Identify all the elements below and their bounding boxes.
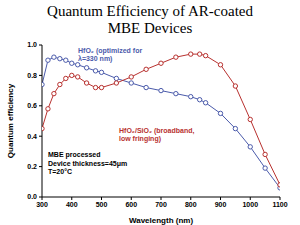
svg-text:0.0: 0.0 — [27, 193, 37, 200]
svg-text:1.0: 1.0 — [27, 41, 37, 48]
svg-text:500: 500 — [96, 201, 108, 208]
svg-text:1000: 1000 — [242, 201, 258, 208]
svg-text:1100: 1100 — [272, 201, 287, 208]
svg-text:0.6: 0.6 — [27, 102, 37, 109]
svg-text:700: 700 — [155, 201, 167, 208]
svg-text:Quantum efficiency: Quantum efficiency — [8, 83, 15, 158]
svg-text:900: 900 — [215, 201, 227, 208]
html-text:HfO₂ (optimized for λ=330 nm): HfO₂ (optimized for λ=330 nm) — [78, 47, 143, 62]
svg-text:0.4: 0.4 — [27, 133, 37, 140]
svg-text:Wavelength (nm): Wavelength (nm) — [129, 216, 193, 225]
svg-text:600: 600 — [125, 201, 137, 208]
svg-text:800: 800 — [185, 201, 197, 208]
html-text:MBE processed Device thickness: MBE processed Device thickness=45μm T=20… — [48, 151, 128, 175]
html-text:Quantum Efficiency of AR-coate: Quantum Efficiency of AR-coated MBE Devi… — [47, 3, 253, 36]
svg-text:300: 300 — [36, 201, 48, 208]
svg-text:0.2: 0.2 — [27, 163, 37, 170]
svg-text:0.8: 0.8 — [27, 72, 37, 79]
html-text:HfO₂/SiO₂ (broadband, low frin: HfO₂/SiO₂ (broadband, low fringing) — [119, 127, 195, 142]
svg-text:400: 400 — [66, 201, 78, 208]
